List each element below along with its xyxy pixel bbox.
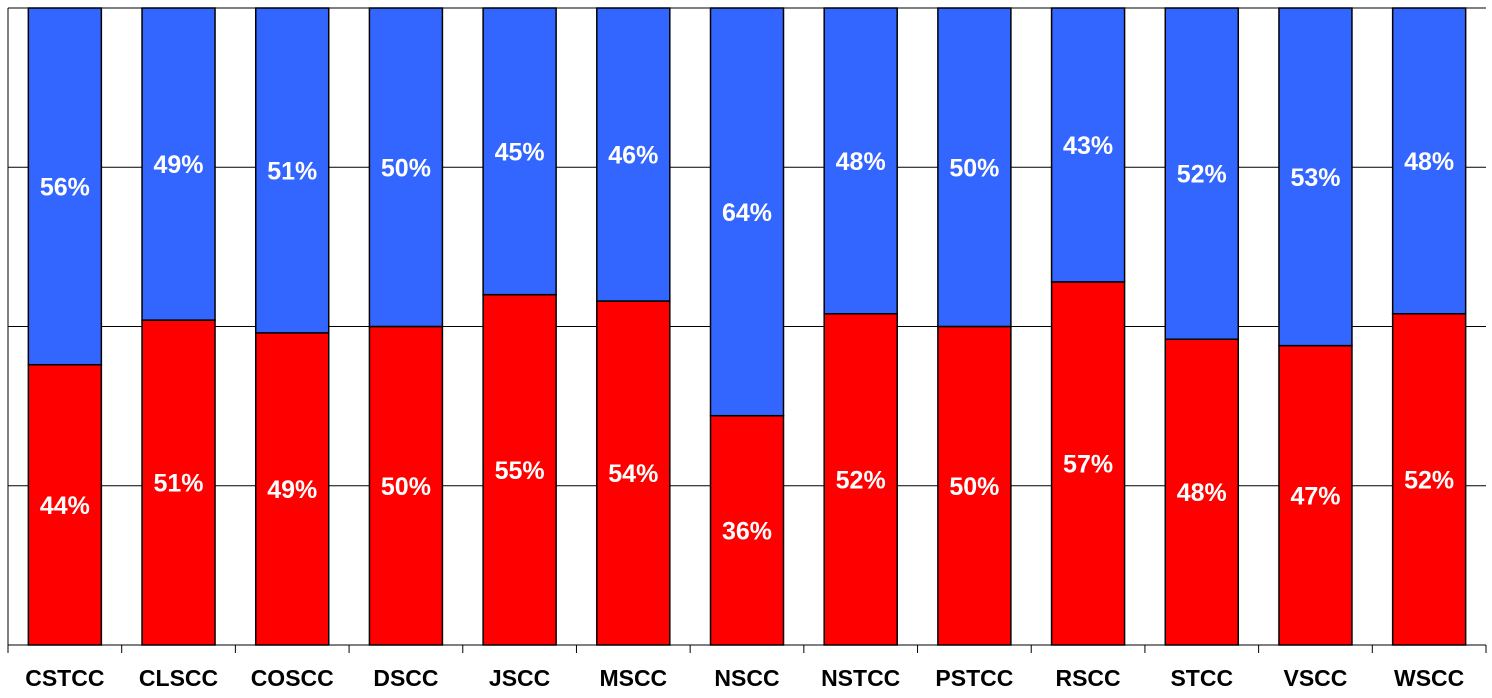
x-tick-label-clscc: CLSCC [139,665,218,691]
data-label-vscc-top: 53% [1290,164,1340,192]
x-tick-label-vscc: VSCC [1284,665,1348,691]
data-label-dscc-top: 50% [381,154,431,182]
x-tick-label-stcc: STCC [1170,665,1233,691]
data-label-dscc-bottom: 50% [381,473,431,501]
x-tick-label-wscc: WSCC [1394,665,1464,691]
data-label-wscc-top: 48% [1404,148,1454,176]
data-label-cstcc-bottom: 44% [40,492,90,520]
x-tick-label-coscc: COSCC [251,665,334,691]
data-label-mscc-top: 46% [608,142,658,170]
data-label-pstcc-bottom: 50% [949,473,999,501]
data-label-cstcc-top: 56% [40,173,90,201]
data-label-nstcc-bottom: 52% [836,466,886,494]
data-label-clscc-bottom: 51% [154,470,204,498]
x-tick-label-mscc: MSCC [599,665,667,691]
data-label-stcc-bottom: 48% [1177,479,1227,507]
data-label-nscc-top: 64% [722,199,772,227]
x-tick-label-nstcc: NSTCC [821,665,900,691]
data-label-coscc-bottom: 49% [267,476,317,504]
x-tick-label-cstcc: CSTCC [25,665,104,691]
data-label-coscc-top: 51% [267,157,317,185]
data-label-pstcc-top: 50% [949,154,999,182]
data-label-nstcc-top: 48% [836,148,886,176]
data-label-rscc-top: 43% [1063,132,1113,160]
x-tick-label-rscc: RSCC [1055,665,1120,691]
data-label-stcc-top: 52% [1177,161,1227,189]
data-label-nscc-bottom: 36% [722,517,772,545]
data-label-rscc-bottom: 57% [1063,450,1113,478]
data-label-jscc-top: 45% [495,138,545,166]
data-label-wscc-bottom: 52% [1404,466,1454,494]
x-tick-label-nscc: NSCC [714,665,779,691]
data-label-vscc-bottom: 47% [1290,482,1340,510]
x-tick-label-jscc: JSCC [489,665,550,691]
data-label-jscc-bottom: 55% [495,457,545,485]
data-label-clscc-top: 49% [154,151,204,179]
x-tick-label-dscc: DSCC [373,665,438,691]
x-tick-label-pstcc: PSTCC [935,665,1013,691]
data-label-mscc-bottom: 54% [608,460,658,488]
